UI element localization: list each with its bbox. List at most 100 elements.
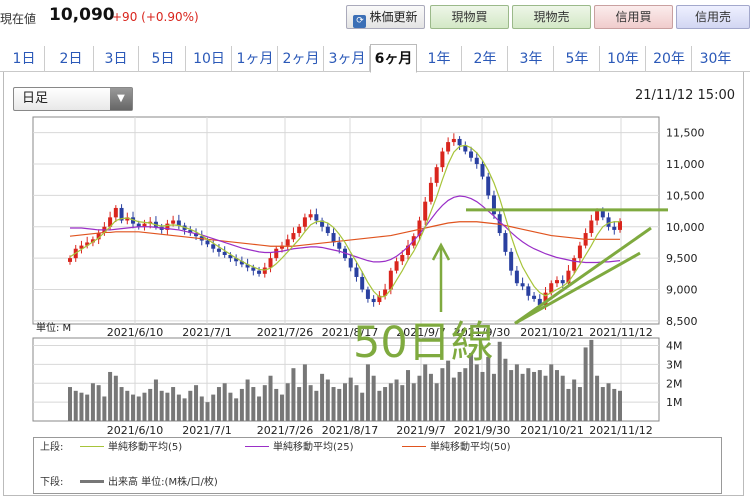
volume-bar bbox=[469, 353, 474, 421]
candle-body bbox=[440, 151, 445, 168]
candle-body bbox=[577, 245, 582, 259]
volume-bar bbox=[73, 390, 78, 421]
candle-body bbox=[320, 220, 325, 227]
volume-bar bbox=[142, 392, 147, 421]
volume-bar bbox=[113, 375, 118, 421]
volume-bar bbox=[520, 373, 525, 421]
volume-bar bbox=[320, 373, 325, 421]
candle-body bbox=[354, 267, 359, 277]
period-select[interactable]: 日足 ▼ bbox=[13, 87, 133, 111]
tab-3m[interactable]: 3ヶ月 bbox=[325, 46, 370, 72]
price-header: 現在値 10,090 +90 (+0.90%) ⟳ 株価更新 現物買 現物売 信用… bbox=[0, 0, 750, 36]
volume-bar bbox=[572, 379, 577, 421]
tab-10d[interactable]: 10日 bbox=[187, 46, 232, 72]
candle-body bbox=[572, 258, 577, 271]
x-tick-label: 2021/9/30 bbox=[454, 326, 510, 339]
volume-bar bbox=[302, 364, 307, 421]
spot-buy-button[interactable]: 現物買 bbox=[430, 5, 509, 29]
candle-body bbox=[222, 251, 227, 255]
volume-bar bbox=[503, 358, 508, 421]
x-tick-label: 2021/10/21 bbox=[520, 424, 583, 437]
volume-bar bbox=[245, 379, 250, 421]
candle-body bbox=[486, 176, 491, 196]
tab-1d[interactable]: 1日 bbox=[4, 46, 45, 72]
candle-body bbox=[257, 270, 262, 274]
volume-bar bbox=[205, 402, 210, 421]
volume-bar bbox=[85, 394, 90, 421]
candle-body bbox=[365, 289, 370, 299]
volume-bar bbox=[274, 388, 279, 421]
tab-3d[interactable]: 3日 bbox=[94, 46, 139, 72]
tab-5d[interactable]: 5日 bbox=[141, 46, 186, 72]
tab-10y[interactable]: 10年 bbox=[601, 46, 646, 72]
volume-bar bbox=[554, 370, 559, 421]
candle-body bbox=[400, 255, 405, 262]
tab-1y[interactable]: 1年 bbox=[417, 46, 462, 72]
ma25-swatch bbox=[245, 446, 269, 447]
margin-sell-button[interactable]: 信用売 bbox=[676, 5, 750, 29]
candle-body bbox=[491, 195, 496, 215]
candle-body bbox=[331, 233, 336, 243]
volume-bar bbox=[509, 370, 514, 421]
margin-buy-button[interactable]: 信用買 bbox=[594, 5, 673, 29]
price-value: 10,090 bbox=[49, 5, 115, 25]
candle-body bbox=[509, 251, 514, 271]
x-tick-label: 2021/7/1 bbox=[182, 424, 231, 437]
candle-body bbox=[90, 239, 95, 243]
candle-body bbox=[469, 151, 474, 158]
update-price-button[interactable]: ⟳ 株価更新 bbox=[346, 5, 425, 29]
volume-swatch bbox=[80, 480, 104, 483]
candle-body bbox=[337, 242, 342, 249]
candle-body bbox=[113, 207, 118, 218]
volume-bar bbox=[314, 390, 319, 421]
candle-body bbox=[520, 283, 525, 287]
candle-body bbox=[108, 217, 113, 227]
volume-bar bbox=[165, 392, 170, 421]
volume-bar bbox=[360, 392, 365, 421]
candle-body bbox=[239, 261, 244, 265]
candle-body bbox=[549, 283, 554, 293]
x-tick-label: 2021/11/12 bbox=[589, 326, 652, 339]
candle-body bbox=[428, 182, 433, 202]
price-label: 現在値 bbox=[0, 12, 37, 26]
legend-upper-label: 上段: bbox=[40, 442, 64, 453]
tab-2m[interactable]: 2ヶ月 bbox=[279, 46, 324, 72]
volume-bar bbox=[102, 396, 107, 421]
volume-bar bbox=[388, 383, 393, 421]
candle-body bbox=[434, 167, 439, 183]
candle-body bbox=[251, 267, 256, 271]
candle-body bbox=[136, 223, 141, 227]
candle-body bbox=[423, 201, 428, 221]
tab-1m[interactable]: 1ヶ月 bbox=[233, 46, 278, 72]
candle-body bbox=[388, 270, 393, 290]
volume-bar bbox=[618, 390, 622, 421]
y-tick-label: 10,500 bbox=[666, 189, 705, 202]
tab-20y[interactable]: 20年 bbox=[647, 46, 692, 72]
candle-body bbox=[451, 138, 456, 143]
volume-bar bbox=[394, 379, 399, 421]
tab-30y[interactable]: 30年 bbox=[699, 51, 732, 67]
tab-6m[interactable]: 6ヶ月 bbox=[370, 44, 417, 73]
tab-2d[interactable]: 2日 bbox=[49, 46, 94, 72]
y-tick-label: 10,000 bbox=[666, 221, 705, 234]
ma5-swatch bbox=[80, 446, 104, 447]
tab-2y[interactable]: 2年 bbox=[463, 46, 508, 72]
x-tick-label: 2021/7/26 bbox=[257, 424, 313, 437]
ma25-line bbox=[70, 195, 621, 264]
volume-bar bbox=[68, 387, 72, 421]
tab-3y[interactable]: 3年 bbox=[509, 46, 554, 72]
volume-bar bbox=[411, 383, 416, 421]
volume-bar bbox=[526, 368, 531, 421]
period-tabs: 1日 2日 3日 5日 10日 1ヶ月 2ヶ月 3ヶ月 6ヶ月 1年 2年 3年… bbox=[0, 42, 750, 73]
volume-bar bbox=[486, 356, 491, 421]
spot-sell-button[interactable]: 現物売 bbox=[512, 5, 591, 29]
volume-bar bbox=[423, 364, 428, 421]
candle-body bbox=[589, 220, 594, 234]
volume-bar bbox=[262, 385, 267, 421]
candle-body bbox=[503, 233, 508, 252]
candle-body bbox=[188, 229, 193, 234]
volume-bar bbox=[560, 375, 565, 421]
volume-unit-label: 単位: M bbox=[36, 321, 71, 334]
tab-5y[interactable]: 5年 bbox=[555, 46, 600, 72]
candle-body bbox=[417, 220, 422, 237]
